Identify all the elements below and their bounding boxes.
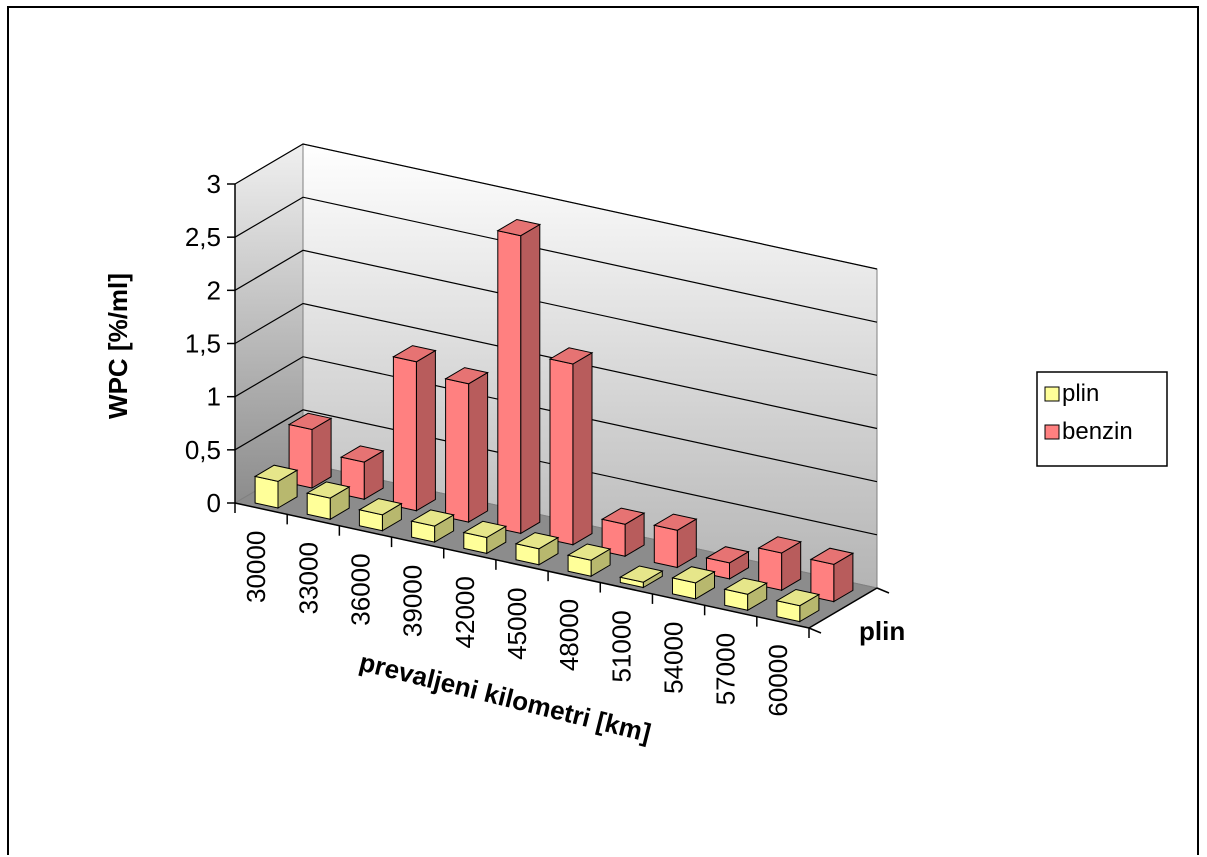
x-tick-label: 51000 xyxy=(606,610,636,682)
bar-plin-45000 xyxy=(514,532,560,566)
bar-plin-54000 xyxy=(671,566,716,600)
bar-plin-36000 xyxy=(358,498,403,532)
bar-front xyxy=(445,378,470,523)
bar-top xyxy=(618,565,664,583)
bar-benzin-42000 xyxy=(496,218,542,535)
depth-tick xyxy=(808,627,822,634)
x-tick-label: 54000 xyxy=(659,622,689,694)
gridline xyxy=(234,356,878,483)
y-tick-label: 1 xyxy=(207,382,221,412)
legend-label-benzin: benzin xyxy=(1062,418,1133,445)
y-tick-label: 0 xyxy=(207,488,221,518)
bar-top xyxy=(600,507,646,525)
bar-benzin-60000 xyxy=(809,547,855,603)
bar-plin-42000 xyxy=(462,520,508,555)
bar-top xyxy=(410,509,455,527)
depth-axis-label: plin xyxy=(859,616,905,646)
bar-side xyxy=(520,223,541,535)
bar-front xyxy=(549,358,574,546)
gridline xyxy=(234,196,878,323)
bar-top xyxy=(723,577,769,595)
bar-top xyxy=(392,345,437,363)
bar-benzin-57000 xyxy=(757,536,803,592)
bar-side xyxy=(311,417,332,489)
x-tick-label: 36000 xyxy=(345,553,375,625)
bar-plin-30000 xyxy=(253,464,299,509)
y-tick-label: 2 xyxy=(207,275,221,305)
bar-front xyxy=(653,524,678,569)
bar-top xyxy=(566,543,612,561)
bar-benzin-45000 xyxy=(548,347,594,546)
bar-side xyxy=(415,349,436,512)
bar-top xyxy=(444,367,489,385)
x-tick-label: 45000 xyxy=(502,588,532,660)
bar-front xyxy=(497,230,522,535)
bar-side xyxy=(572,351,593,546)
chart: 0 0,5 1 1,5 2 2,5 3 30000 33000 36000 39000 42000 45… xyxy=(103,143,1168,748)
depth-axis-line xyxy=(808,587,878,629)
bar-top xyxy=(287,412,333,431)
depth-tick xyxy=(876,587,890,594)
x-tick-label: 48000 xyxy=(554,599,584,671)
bar-top xyxy=(496,218,542,237)
bar-benzin-36000 xyxy=(392,345,437,512)
gridline xyxy=(234,143,878,270)
gridline xyxy=(234,249,878,376)
x-tick-label: 30000 xyxy=(241,531,271,603)
legend-swatch-benzin xyxy=(1044,424,1060,440)
y-axis-title: WPC [%/ml] xyxy=(103,273,133,419)
bar-top xyxy=(253,464,299,482)
gridline xyxy=(234,409,878,536)
chart-frame: 0 0,5 1 1,5 2 2,5 3 30000 33000 36000 39000 42000 45… xyxy=(7,6,1199,855)
bar-top xyxy=(339,445,385,463)
x-tick-label: 57000 xyxy=(711,633,741,705)
bar-benzin-39000 xyxy=(444,367,489,523)
bar-plin-60000 xyxy=(775,588,821,623)
bar-top xyxy=(514,532,560,550)
bar-side xyxy=(468,371,489,523)
x-tick-label: 39000 xyxy=(398,565,428,637)
bar-plin-51000 xyxy=(618,565,664,589)
x-axis-line xyxy=(234,502,810,629)
bar-top xyxy=(652,513,698,531)
bar-benzin-30000 xyxy=(287,412,333,489)
bar-plin-33000 xyxy=(305,481,351,521)
y-tick-label: 0,5 xyxy=(185,435,221,465)
x-tick-label: 33000 xyxy=(293,542,323,614)
bar-top xyxy=(358,498,403,516)
legend-label-plin: plin xyxy=(1062,380,1099,407)
bar-top xyxy=(462,520,508,539)
legend-swatch-plin xyxy=(1044,386,1060,402)
x-tick-label: 60000 xyxy=(763,644,793,716)
bar-top xyxy=(548,347,594,365)
bar-plin-48000 xyxy=(566,543,612,578)
bar-top xyxy=(809,547,855,565)
gridline xyxy=(234,302,878,430)
x-tick-label: 42000 xyxy=(450,576,480,648)
bar-plin-57000 xyxy=(723,577,769,612)
bar-front xyxy=(392,356,417,512)
bar-top xyxy=(757,536,803,554)
bar-plin-39000 xyxy=(410,509,455,543)
bar-top xyxy=(305,481,351,499)
bar-benzin-48000 xyxy=(600,507,646,558)
bar-top xyxy=(775,588,821,607)
y-tick-label: 3 xyxy=(207,169,221,199)
bar-top xyxy=(705,546,750,564)
y-tick-label: 1,5 xyxy=(185,329,221,359)
bar-top xyxy=(671,566,716,584)
bar-benzin-51000 xyxy=(652,513,698,569)
y-tick-label: 2,5 xyxy=(185,222,221,252)
